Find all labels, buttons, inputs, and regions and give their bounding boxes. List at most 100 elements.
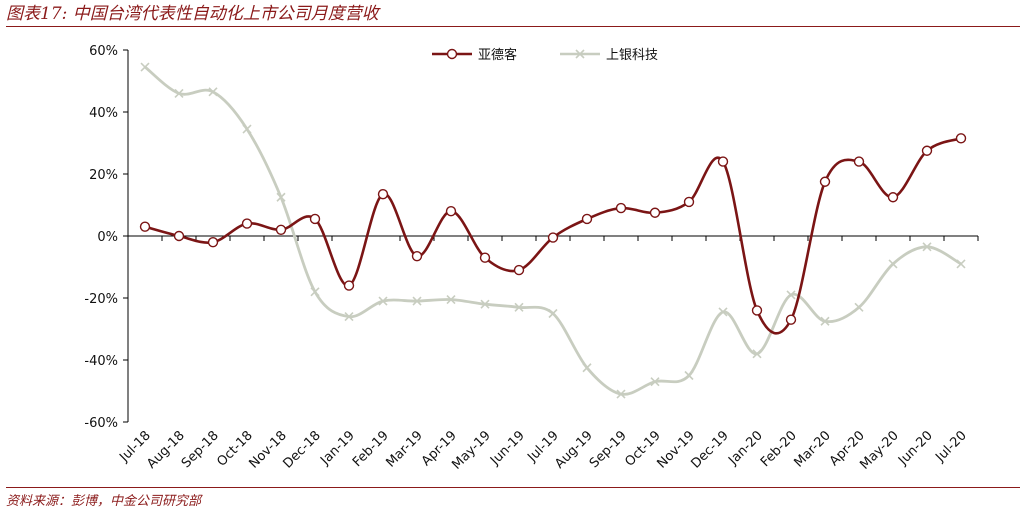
data-point xyxy=(174,88,184,98)
marker-stroke xyxy=(752,349,762,359)
marker-stroke xyxy=(684,370,694,381)
data-point xyxy=(208,87,218,97)
data-point xyxy=(649,207,661,218)
data-point xyxy=(718,307,728,317)
chart-series xyxy=(139,62,967,399)
marker-stroke xyxy=(956,259,966,269)
data-point xyxy=(173,230,185,242)
data-point xyxy=(412,296,422,306)
data-point xyxy=(548,308,558,319)
marker-stroke xyxy=(242,124,252,134)
y-tick-label: 0% xyxy=(97,230,118,245)
marker-stroke xyxy=(310,287,320,297)
marker-stroke xyxy=(446,294,456,305)
chart-legend: 亚德客 上银科技 xyxy=(432,47,658,63)
x-tick-label: Jul-20 xyxy=(932,428,969,465)
x-tick-label: Dec-18 xyxy=(280,428,323,471)
data-point xyxy=(752,349,762,359)
data-point xyxy=(615,202,627,214)
x-tick-label: Mar-20 xyxy=(791,428,833,470)
data-point xyxy=(582,363,592,373)
data-point xyxy=(581,213,593,225)
marker-stroke xyxy=(650,377,660,387)
x-tick-label: Aug-18 xyxy=(144,428,188,472)
data-point xyxy=(275,224,287,236)
data-point xyxy=(853,156,865,167)
x-tick-label: May-19 xyxy=(449,428,493,472)
y-tick-label: -20% xyxy=(84,292,118,307)
data-point xyxy=(480,299,490,309)
data-point xyxy=(139,221,151,232)
x-tick-label: Jun-20 xyxy=(895,428,936,469)
data-point xyxy=(207,236,219,248)
title-underline xyxy=(6,26,1020,27)
data-point xyxy=(276,192,286,202)
x-tick-label: Dec-19 xyxy=(688,428,731,471)
marker-stroke xyxy=(718,307,728,317)
data-point xyxy=(479,252,491,263)
data-point xyxy=(717,156,729,167)
marker-stroke xyxy=(378,296,388,306)
data-point xyxy=(344,312,354,322)
y-tick-label: -40% xyxy=(84,354,118,369)
data-point xyxy=(684,370,694,381)
data-point xyxy=(922,242,932,252)
marker-stroke xyxy=(480,299,490,309)
data-point xyxy=(751,305,763,316)
marker-stroke xyxy=(548,308,558,319)
data-point xyxy=(378,296,388,306)
data-point xyxy=(446,294,456,305)
data-point xyxy=(445,205,457,217)
source-note: 资料来源：彭博，中金公司研究部 xyxy=(6,494,202,509)
data-point xyxy=(140,62,150,72)
data-point xyxy=(955,133,967,144)
data-point xyxy=(683,196,695,208)
marker-stroke xyxy=(922,242,932,252)
data-point xyxy=(820,316,830,326)
data-point xyxy=(242,124,252,134)
marker-stroke xyxy=(854,302,864,312)
legend-item: 上银科技 xyxy=(560,48,658,63)
marker-stroke xyxy=(174,88,184,98)
series-line xyxy=(144,65,962,396)
y-tick-label: -60% xyxy=(84,416,118,431)
marker-stroke xyxy=(208,87,218,97)
x-tick-label: Jun-19 xyxy=(487,428,528,469)
marker-stroke xyxy=(582,363,592,373)
marker-stroke xyxy=(616,389,626,399)
footer-rule xyxy=(6,487,1020,488)
marker-stroke xyxy=(514,302,524,312)
data-point xyxy=(819,176,831,187)
chart-axes: 60%40%20%0%-20%-40%-60%Jul-18Aug-18Sep-1… xyxy=(84,44,979,473)
legend-marker xyxy=(446,48,458,60)
data-point xyxy=(854,302,864,312)
legend-label: 上银科技 xyxy=(606,48,658,63)
x-tick-label: Sep-19 xyxy=(587,428,630,471)
chart-title: 图表17: 中国台湾代表性自动化上市公司月度营收 xyxy=(6,4,379,24)
data-point xyxy=(547,232,559,243)
legend-marker xyxy=(575,49,585,59)
data-point xyxy=(956,259,966,269)
x-tick-label: Mar-19 xyxy=(383,428,425,470)
marker-stroke xyxy=(820,316,830,326)
line-chart: 60%40%20%0%-20%-40%-60%Jul-18Aug-18Sep-1… xyxy=(84,44,979,473)
y-tick-label: 40% xyxy=(89,106,118,121)
data-point xyxy=(513,264,525,276)
legend-item: 亚德客 xyxy=(432,47,517,63)
data-point xyxy=(309,213,321,225)
x-tick-label: Feb-20 xyxy=(758,428,800,470)
data-point xyxy=(343,280,355,291)
marker-stroke xyxy=(344,312,354,322)
marker-stroke xyxy=(140,62,150,72)
data-point xyxy=(786,290,796,300)
legend-label: 亚德客 xyxy=(478,47,517,63)
y-tick-label: 60% xyxy=(89,44,118,59)
x-tick-label: Feb-19 xyxy=(350,428,392,470)
marker-stroke xyxy=(412,296,422,306)
x-tick-label: Sep-18 xyxy=(179,428,222,471)
data-point xyxy=(411,250,423,262)
data-point xyxy=(650,377,660,387)
series-1 xyxy=(139,133,967,335)
y-tick-label: 20% xyxy=(89,168,118,183)
data-point xyxy=(888,259,898,269)
